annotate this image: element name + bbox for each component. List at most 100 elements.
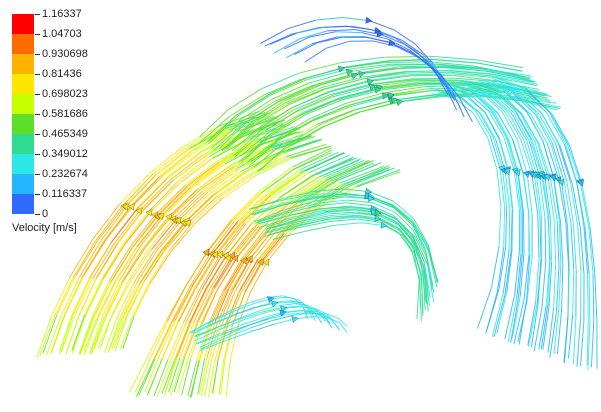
streamline-segment [231,190,261,220]
streamline-segment [197,287,215,323]
streamline-segment [213,310,235,321]
streamline-segment [305,152,345,172]
streamline-segment [541,261,547,308]
streamline-segment [559,145,573,185]
streamline-segment [254,202,287,212]
legend-swatch [12,54,34,74]
streamline-segment [208,171,241,196]
streamline-segment [507,112,525,141]
streamline-segment [206,254,228,288]
streamline-segment [240,229,265,260]
streamline-segment [159,148,195,176]
streamline-segment [327,209,355,213]
streamline-segment [135,251,157,284]
streamline-segment [558,180,567,223]
streamline-segment [145,215,172,247]
streamline-segment [504,171,511,210]
streamline-segment [580,320,585,367]
flow-arrow-glyph [513,169,521,177]
streamline-segment [542,141,555,179]
streamline-segment [97,280,116,316]
legend-tick-mark [35,34,40,35]
streamline-segment [309,31,336,38]
streamline-segment [129,249,152,282]
streamline-segment [339,165,384,184]
streamline-segment [114,209,141,244]
streamline-segment [522,89,547,113]
streamline-segment [587,273,589,321]
streamline-segment [216,313,239,324]
streamline-segment [356,66,400,74]
flow-arrow-glyph [371,207,378,215]
streamline-segment [412,229,427,257]
streamline-segment [438,63,485,69]
streamline-segment [250,100,285,124]
streamline-segment [237,94,272,117]
streamline-segment [594,273,598,322]
streamline-segment [302,97,340,113]
legend-tick-label: 0 [42,208,49,220]
streamline-segment [372,202,396,213]
streamline-segment [197,333,223,345]
streamline-segment [550,179,558,222]
streamline-segment [502,111,518,141]
streamline-segment [538,143,552,181]
streamline-segment [411,222,426,249]
streamline-segment [295,316,314,320]
streamline-segment [520,139,533,175]
streamline-segment [161,186,191,216]
streamline-segment [143,179,175,210]
streamline-segment [294,96,333,113]
legend-tick-mark [35,214,40,215]
streamline-segment [148,181,178,213]
streamline-segment [300,30,328,40]
streamline-segment [246,100,280,123]
streamline-segment [178,286,198,323]
streamline-segment [370,75,413,82]
streamline-segment [572,317,577,365]
streamline-segment [384,86,425,94]
flow-arrow-glyph [374,214,382,222]
streamline-segment [100,205,128,241]
streamline-segment [400,225,416,245]
streamline-segment [264,33,292,47]
streamline-segment [286,88,325,105]
streamline-segment [150,321,168,358]
streamline-segment [377,218,399,229]
streamline-segment [39,316,55,357]
streamline-segment [448,86,475,96]
streamline-segment [304,47,327,63]
streamline-segment [149,249,171,282]
streamline-segment [319,159,360,178]
flow-arrow-glyph [396,99,404,106]
streamline-segment [474,109,491,137]
streamline-segment [526,111,544,142]
flow-arrow-glyph [358,70,366,78]
streamline-segment [486,92,509,113]
streamline-segment [192,251,215,287]
streamline-segment [361,32,387,40]
streamline-segment [487,68,533,77]
streamline-segment [345,92,385,105]
flow-arrow-glyph [387,92,395,100]
flow-arrow-glyph [231,254,239,262]
streamline-segment [445,86,458,111]
streamline-segment [177,358,189,394]
streamline-segment [377,212,399,224]
streamline-segment [494,77,538,87]
streamline-segment [414,237,428,265]
streamline-segment [282,139,323,154]
legend-tick-label: 0.581686 [42,108,88,120]
streamline-segment [144,356,160,393]
streamline-segment [253,209,285,223]
legend-tick-mark [35,74,40,75]
streamline-segment [274,85,312,102]
streamline-segment [513,170,520,210]
streamline-segment [533,307,543,352]
streamline-segment [330,80,371,93]
streamline-segment [304,224,335,232]
streamline-segment [238,99,272,122]
streamline-segment [341,89,382,101]
streamline-segment [240,131,271,157]
